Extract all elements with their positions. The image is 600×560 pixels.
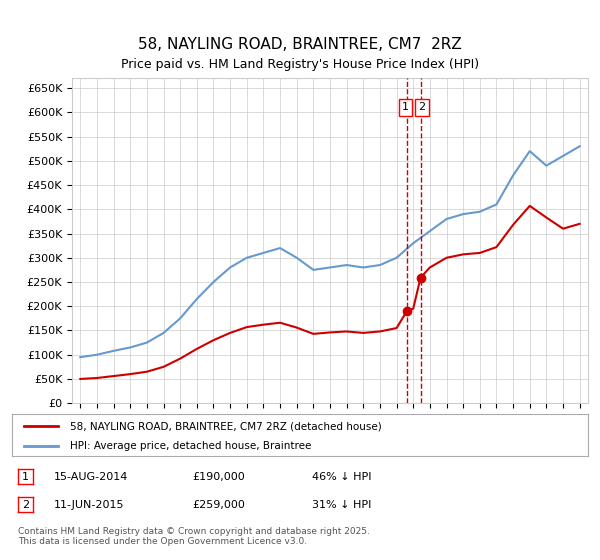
Text: Price paid vs. HM Land Registry's House Price Index (HPI): Price paid vs. HM Land Registry's House …	[121, 58, 479, 71]
Text: 2: 2	[418, 102, 425, 113]
Text: 1: 1	[22, 472, 29, 482]
Text: 58, NAYLING ROAD, BRAINTREE, CM7  2RZ: 58, NAYLING ROAD, BRAINTREE, CM7 2RZ	[138, 38, 462, 52]
Text: 58, NAYLING ROAD, BRAINTREE, CM7 2RZ (detached house): 58, NAYLING ROAD, BRAINTREE, CM7 2RZ (de…	[70, 421, 382, 431]
Text: 31% ↓ HPI: 31% ↓ HPI	[312, 500, 371, 510]
Text: 2: 2	[22, 500, 29, 510]
Text: HPI: Average price, detached house, Braintree: HPI: Average price, detached house, Brai…	[70, 441, 311, 451]
Text: 46% ↓ HPI: 46% ↓ HPI	[312, 472, 371, 482]
Text: £190,000: £190,000	[192, 472, 245, 482]
Text: 15-AUG-2014: 15-AUG-2014	[54, 472, 128, 482]
Text: £259,000: £259,000	[192, 500, 245, 510]
Text: 1: 1	[402, 102, 409, 113]
Text: 11-JUN-2015: 11-JUN-2015	[54, 500, 125, 510]
Text: Contains HM Land Registry data © Crown copyright and database right 2025.
This d: Contains HM Land Registry data © Crown c…	[18, 526, 370, 546]
